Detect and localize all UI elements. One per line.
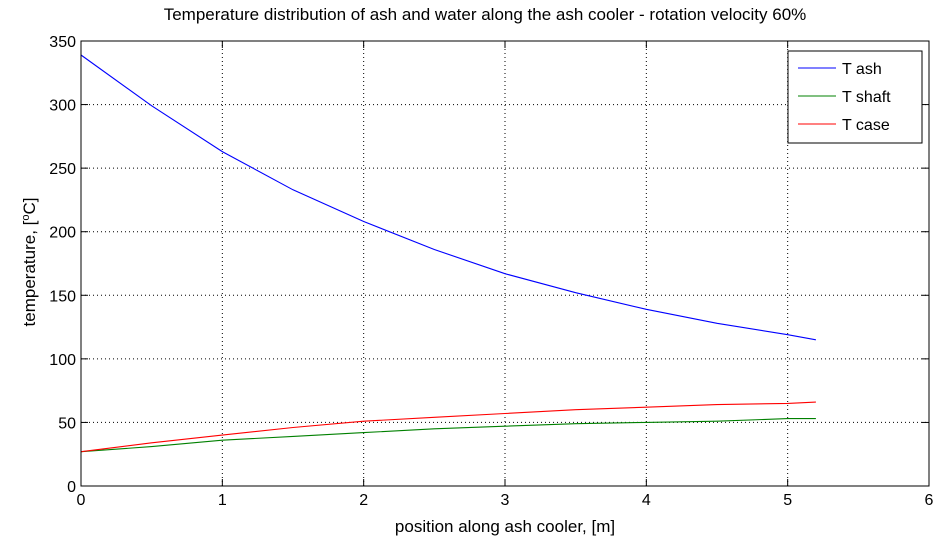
y-axis-label: temperature, [oC] [20, 198, 39, 327]
legend: T ash T shaft T case [787, 50, 923, 144]
x-tick-label: 3 [501, 492, 510, 509]
x-tick-label: 0 [77, 492, 86, 509]
x-axis-label: position along ash cooler, [m] [395, 517, 615, 536]
legend-box [787, 50, 923, 144]
y-tick-label: 200 [49, 225, 76, 242]
y-axis-label-prefix: temperature, [ [20, 220, 39, 326]
series-line-t-shaft [80, 418, 816, 453]
y-tick-label: 0 [67, 479, 76, 496]
chart-title: Temperature distribution of ash and wate… [164, 5, 807, 24]
series-lines [80, 54, 816, 453]
y-tick-label: 100 [49, 352, 76, 369]
y-axis-label-superscript: o [20, 215, 32, 221]
x-tick-label: 1 [218, 492, 227, 509]
y-tick-label: 300 [49, 98, 76, 115]
grid [81, 41, 929, 486]
y-axis-label-suffix: C] [20, 198, 39, 215]
y-tick-label: 50 [58, 415, 76, 432]
series-line-t-ash [80, 54, 816, 341]
series-line-t-case [80, 401, 816, 453]
legend-label-t-ash: T ash [842, 61, 882, 78]
x-tick-label: 6 [925, 492, 934, 509]
legend-label-t-case: T case [842, 117, 890, 134]
x-tick-label: 4 [642, 492, 651, 509]
x-tick-label: 2 [359, 492, 368, 509]
y-tick-label: 150 [49, 288, 76, 305]
x-tick-label: 5 [783, 492, 792, 509]
legend-label-t-shaft: T shaft [842, 89, 891, 106]
ticks: 0 1 2 3 4 5 6 0 50 100 150 200 250 300 350 [49, 34, 933, 509]
y-tick-label: 350 [49, 34, 76, 51]
y-tick-label: 250 [49, 161, 76, 178]
